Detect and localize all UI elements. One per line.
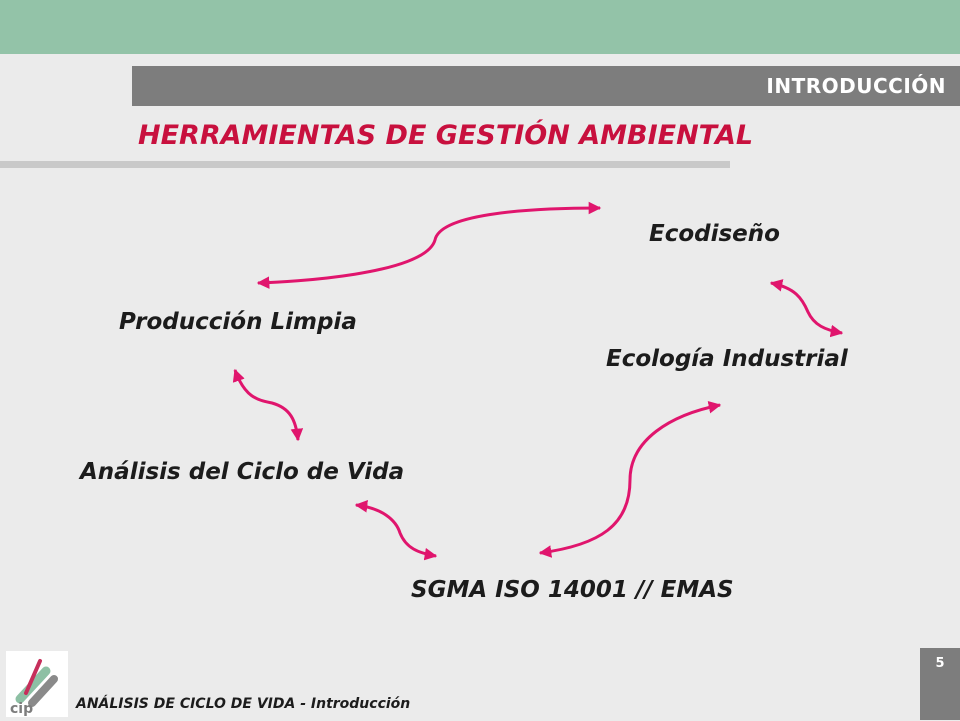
node-produccion-limpia: Producción Limpia bbox=[119, 309, 357, 335]
arrow-ecodiseno-ecologia bbox=[769, 279, 844, 338]
arrow-ecodiseno-produccion bbox=[256, 201, 602, 289]
arrow-produccion-acv bbox=[232, 368, 304, 442]
page-title: HERRAMIENTAS DE GESTIÓN AMBIENTAL bbox=[138, 120, 754, 151]
node-analisis-ciclo-vida: Análisis del Ciclo de Vida bbox=[80, 459, 405, 485]
node-sgma: SGMA ISO 14001 // EMAS bbox=[411, 577, 734, 603]
arrow-acv-sgma bbox=[354, 500, 438, 561]
top-band bbox=[0, 0, 960, 54]
svg-text:cip: cip bbox=[10, 701, 33, 717]
page-number-value: 5 bbox=[935, 656, 945, 671]
section-label: INTRODUCCIÓN bbox=[766, 74, 946, 98]
section-header-bar: INTRODUCCIÓN bbox=[132, 66, 960, 106]
footer-course-label: ANÁLISIS DE CICLO DE VIDA - Introducción bbox=[76, 696, 411, 712]
node-ecologia-industrial: Ecología Industrial bbox=[606, 346, 848, 372]
cip-logo-icon: cip bbox=[6, 651, 68, 717]
title-underline bbox=[0, 161, 730, 168]
node-ecodiseno: Ecodiseño bbox=[649, 221, 780, 247]
page-number: 5 bbox=[920, 648, 960, 720]
arrow-sgma-ecologia bbox=[538, 401, 722, 558]
